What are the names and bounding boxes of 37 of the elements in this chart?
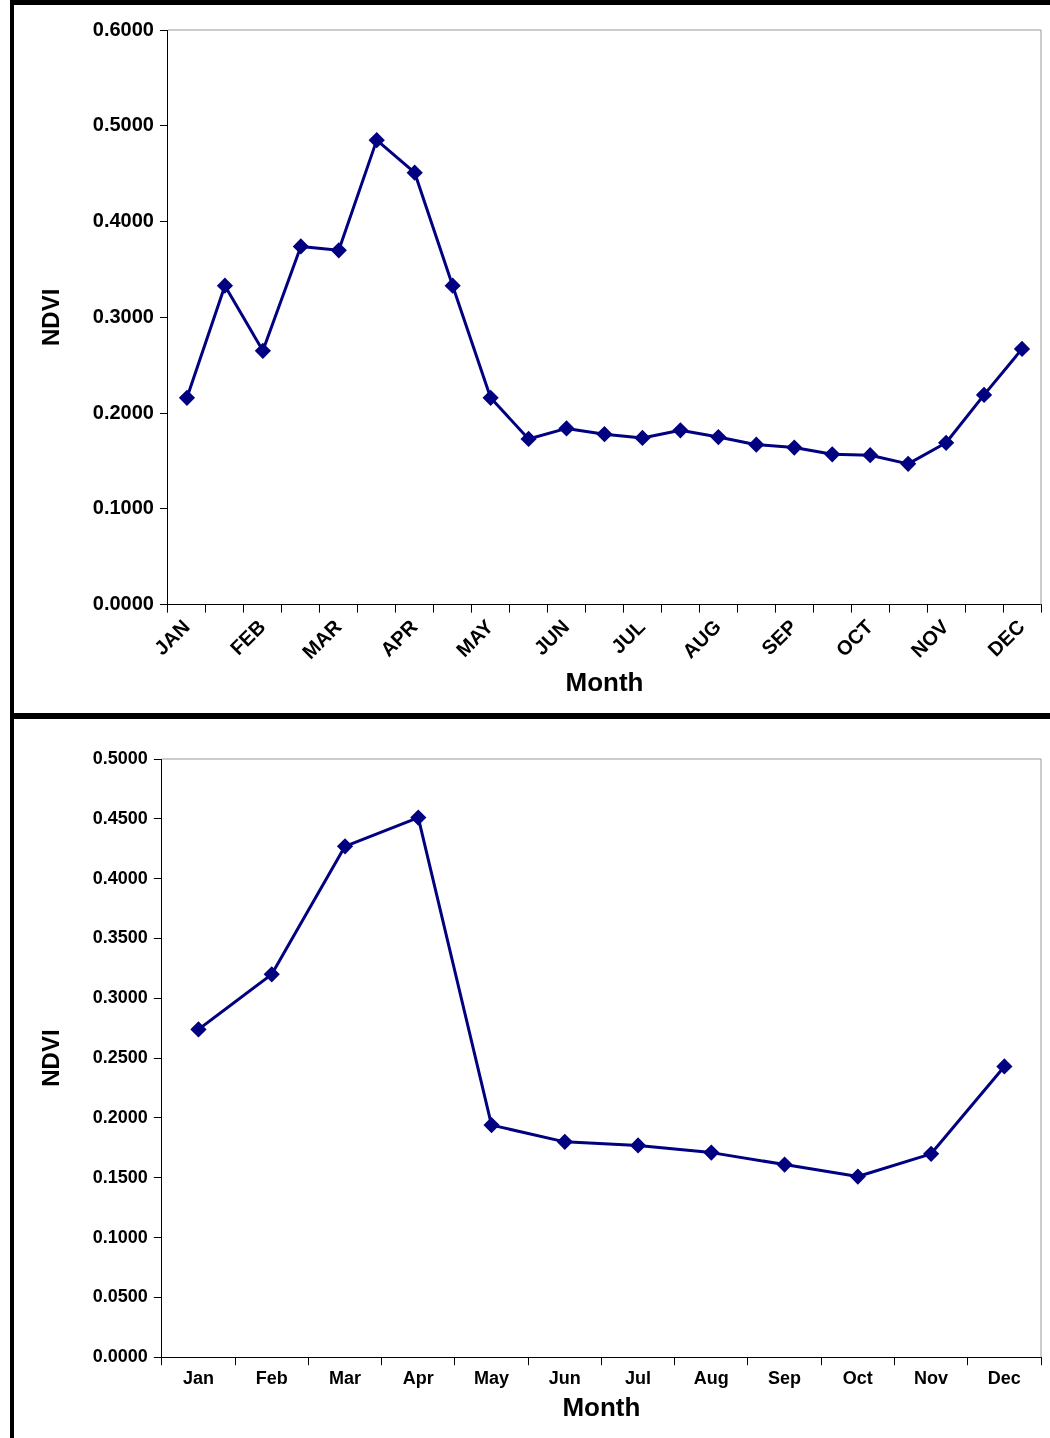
x-tick-label: Sep — [768, 1367, 802, 1388]
y-tick-label: 0.5000 — [92, 113, 154, 136]
x-tick-label: FEB — [225, 615, 270, 660]
x-tick-label: Nov — [914, 1367, 949, 1388]
x-tick-label: Oct — [842, 1367, 873, 1388]
x-tick-label: Aug — [693, 1367, 729, 1388]
x-tick-label: Jan — [182, 1367, 214, 1388]
y-axis-title: NDVI — [37, 288, 65, 346]
y-tick-label: 0.2500 — [92, 1047, 148, 1068]
y-tick-label: 0.1500 — [92, 1166, 148, 1187]
x-tick-label: JUL — [606, 615, 650, 658]
y-tick-label: 0.0000 — [92, 1346, 148, 1367]
x-tick-label: Jul — [625, 1367, 652, 1388]
y-tick-label: 0.2000 — [92, 400, 154, 423]
x-tick-label: Feb — [255, 1367, 288, 1388]
y-tick-label: 0.4000 — [92, 209, 154, 232]
y-tick-label: 0.3000 — [92, 304, 154, 327]
x-axis-title: Month — [565, 666, 644, 697]
x-tick-label: Mar — [329, 1367, 362, 1388]
y-tick-label: 0.5000 — [92, 747, 148, 768]
y-tick-label: 0.2000 — [92, 1106, 148, 1127]
y-axis-title: NDVI — [37, 1029, 65, 1087]
y-tick-label: 0.6000 — [92, 17, 154, 40]
y-tick-label: 0.0500 — [92, 1286, 148, 1307]
y-tick-label: 0.1000 — [92, 496, 154, 519]
y-tick-label: 0.1000 — [92, 1226, 148, 1247]
x-tick-label: May — [474, 1367, 510, 1388]
x-axis-title: Month — [562, 1391, 641, 1422]
y-tick-label: 0.4500 — [92, 807, 148, 828]
y-tick-label: 0.3500 — [92, 927, 148, 948]
y-tick-label: 0.4000 — [92, 867, 148, 888]
x-tick-label: Apr — [402, 1367, 434, 1388]
x-tick-label: SEP — [757, 615, 801, 660]
y-tick-label: 0.3000 — [92, 987, 148, 1008]
x-tick-label: Dec — [987, 1367, 1021, 1388]
x-tick-label: Jun — [548, 1367, 581, 1388]
y-tick-label: 0.0000 — [92, 592, 154, 615]
